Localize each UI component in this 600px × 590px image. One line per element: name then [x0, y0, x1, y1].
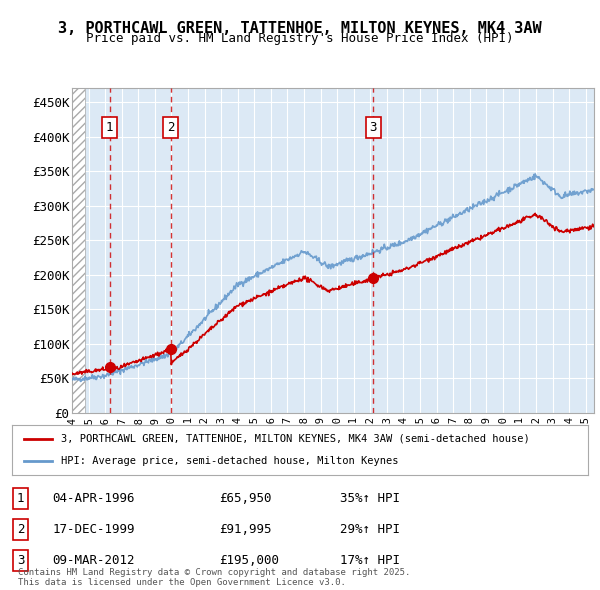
Text: 35%↑ HPI: 35%↑ HPI: [340, 492, 400, 505]
Text: HPI: Average price, semi-detached house, Milton Keynes: HPI: Average price, semi-detached house,…: [61, 456, 398, 466]
Text: Price paid vs. HM Land Registry's House Price Index (HPI): Price paid vs. HM Land Registry's House …: [86, 32, 514, 45]
Text: 2: 2: [167, 121, 175, 134]
Text: 3: 3: [17, 554, 25, 567]
Text: 2: 2: [17, 523, 25, 536]
Text: 17%↑ HPI: 17%↑ HPI: [340, 554, 400, 567]
Text: 3: 3: [370, 121, 377, 134]
Text: 29%↑ HPI: 29%↑ HPI: [340, 523, 400, 536]
Text: 17-DEC-1999: 17-DEC-1999: [52, 523, 135, 536]
Bar: [72, 88, 85, 413]
Text: £65,950: £65,950: [220, 492, 272, 505]
Text: 3, PORTHCAWL GREEN, TATTENHOE, MILTON KEYNES, MK4 3AW (semi-detached house): 3, PORTHCAWL GREEN, TATTENHOE, MILTON KE…: [61, 434, 530, 444]
Text: 09-MAR-2012: 09-MAR-2012: [52, 554, 135, 567]
Text: 3, PORTHCAWL GREEN, TATTENHOE, MILTON KEYNES, MK4 3AW: 3, PORTHCAWL GREEN, TATTENHOE, MILTON KE…: [58, 21, 542, 35]
Text: 1: 1: [106, 121, 113, 134]
Text: 04-APR-1996: 04-APR-1996: [52, 492, 135, 505]
Text: 1: 1: [17, 492, 25, 505]
Text: Contains HM Land Registry data © Crown copyright and database right 2025.
This d: Contains HM Land Registry data © Crown c…: [18, 568, 410, 587]
Text: £195,000: £195,000: [220, 554, 280, 567]
Bar: [72, 88, 85, 413]
Text: £91,995: £91,995: [220, 523, 272, 536]
